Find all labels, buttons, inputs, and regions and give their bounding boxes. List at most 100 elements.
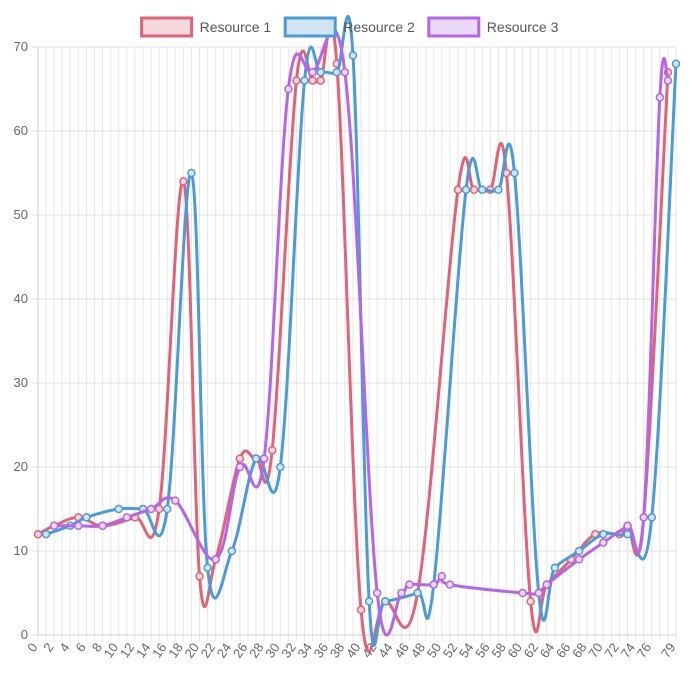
data-point[interactable] bbox=[599, 538, 608, 547]
data-point[interactable] bbox=[437, 571, 447, 581]
data-point[interactable] bbox=[316, 76, 325, 85]
data-point[interactable] bbox=[195, 571, 204, 581]
data-point[interactable] bbox=[267, 445, 277, 455]
data-point[interactable] bbox=[203, 563, 212, 573]
data-point[interactable] bbox=[154, 504, 164, 514]
data-point[interactable] bbox=[397, 588, 406, 598]
legend-item-resource-3[interactable]: Resource 3 bbox=[427, 16, 559, 38]
data-point[interactable] bbox=[41, 529, 51, 539]
data-point[interactable] bbox=[534, 588, 543, 598]
data-point[interactable] bbox=[332, 67, 342, 77]
data-point[interactable] bbox=[469, 185, 479, 195]
x-tick-label: 30 bbox=[262, 640, 283, 660]
data-point[interactable] bbox=[671, 59, 681, 69]
data-point[interactable] bbox=[179, 177, 188, 186]
data-point[interactable] bbox=[445, 580, 455, 589]
data-point[interactable] bbox=[300, 76, 309, 85]
x-tick-label: 20 bbox=[181, 640, 202, 660]
data-point[interactable] bbox=[639, 513, 648, 522]
x-tick-label: 18 bbox=[165, 640, 186, 660]
data-point[interactable] bbox=[308, 67, 317, 77]
legend-swatch bbox=[283, 16, 337, 38]
data-point[interactable] bbox=[623, 521, 632, 531]
data-point[interactable] bbox=[340, 67, 350, 77]
x-tick-label: 74 bbox=[617, 640, 638, 660]
data-point[interactable] bbox=[364, 597, 374, 606]
data-point[interactable] bbox=[276, 462, 285, 472]
data-point[interactable] bbox=[114, 504, 124, 514]
x-tick-label: 60 bbox=[504, 640, 525, 660]
x-tick-label: 58 bbox=[488, 640, 509, 660]
data-point[interactable] bbox=[574, 546, 584, 556]
data-point[interactable] bbox=[171, 496, 180, 505]
data-point[interactable] bbox=[574, 555, 584, 564]
data-point[interactable] bbox=[405, 580, 414, 589]
data-point[interactable] bbox=[74, 521, 83, 531]
y-tick-label: 0 bbox=[21, 627, 28, 642]
data-point[interactable] bbox=[187, 168, 196, 178]
data-point[interactable] bbox=[663, 76, 673, 85]
legend-label: Resource 3 bbox=[487, 19, 559, 35]
chart-series bbox=[33, 15, 681, 653]
data-point[interactable] bbox=[647, 513, 657, 522]
data-point[interactable] bbox=[494, 185, 503, 195]
x-tick-label: 22 bbox=[198, 640, 219, 660]
data-point[interactable] bbox=[308, 76, 317, 85]
data-point[interactable] bbox=[518, 588, 527, 598]
chart-grid bbox=[32, 46, 677, 641]
data-point[interactable] bbox=[259, 454, 269, 463]
data-point[interactable] bbox=[348, 51, 358, 60]
data-point[interactable] bbox=[146, 504, 156, 514]
x-tick-label: 52 bbox=[440, 640, 461, 660]
data-point[interactable] bbox=[477, 185, 487, 195]
x-tick-label: 48 bbox=[408, 640, 429, 660]
data-point[interactable] bbox=[542, 580, 552, 589]
x-tick-label: 56 bbox=[472, 640, 493, 660]
data-point[interactable] bbox=[316, 67, 325, 77]
data-point[interactable] bbox=[235, 454, 245, 463]
y-tick-label: 40 bbox=[14, 291, 28, 306]
data-point[interactable] bbox=[98, 521, 107, 531]
x-tick-label: 16 bbox=[149, 640, 170, 660]
data-point[interactable] bbox=[599, 529, 608, 539]
x-tick-label: 0 bbox=[24, 640, 40, 655]
data-point[interactable] bbox=[655, 93, 665, 102]
series-3 bbox=[49, 28, 673, 637]
x-tick-label: 34 bbox=[294, 640, 315, 660]
data-point[interactable] bbox=[381, 597, 390, 606]
data-point[interactable] bbox=[162, 504, 172, 514]
x-tick-label: 26 bbox=[230, 640, 251, 660]
data-point[interactable] bbox=[413, 588, 422, 598]
data-point[interactable] bbox=[292, 76, 301, 85]
data-point[interactable] bbox=[235, 462, 245, 472]
legend-item-resource-1[interactable]: Resource 1 bbox=[140, 16, 272, 38]
data-point[interactable] bbox=[227, 546, 237, 556]
data-point[interactable] bbox=[49, 521, 59, 531]
data-point[interactable] bbox=[284, 84, 293, 94]
data-point[interactable] bbox=[211, 555, 220, 564]
legend-item-resource-2[interactable]: Resource 2 bbox=[283, 16, 415, 38]
x-tick-label: 40 bbox=[343, 640, 364, 660]
data-point[interactable] bbox=[623, 529, 632, 539]
data-point[interactable] bbox=[251, 454, 261, 463]
legend-swatch bbox=[427, 16, 481, 38]
data-point[interactable] bbox=[550, 563, 560, 573]
chart-legend[interactable]: Resource 1 Resource 2 Resource 3 bbox=[140, 16, 559, 38]
x-tick-label: 10 bbox=[101, 640, 122, 660]
data-point[interactable] bbox=[122, 513, 132, 522]
data-point[interactable] bbox=[429, 580, 438, 589]
data-point[interactable] bbox=[510, 168, 519, 178]
data-point[interactable] bbox=[461, 185, 471, 195]
x-tick-label: 44 bbox=[375, 640, 396, 660]
legend-label: Resource 2 bbox=[343, 19, 415, 35]
y-tick-label: 30 bbox=[14, 375, 28, 390]
data-point[interactable] bbox=[372, 588, 382, 598]
data-point[interactable] bbox=[453, 185, 463, 195]
data-point[interactable] bbox=[33, 529, 43, 539]
data-point[interactable] bbox=[82, 513, 91, 522]
x-tick-label: 38 bbox=[327, 640, 348, 660]
data-point[interactable] bbox=[356, 605, 366, 615]
x-tick-label: 72 bbox=[601, 640, 622, 660]
data-point[interactable] bbox=[526, 597, 535, 606]
